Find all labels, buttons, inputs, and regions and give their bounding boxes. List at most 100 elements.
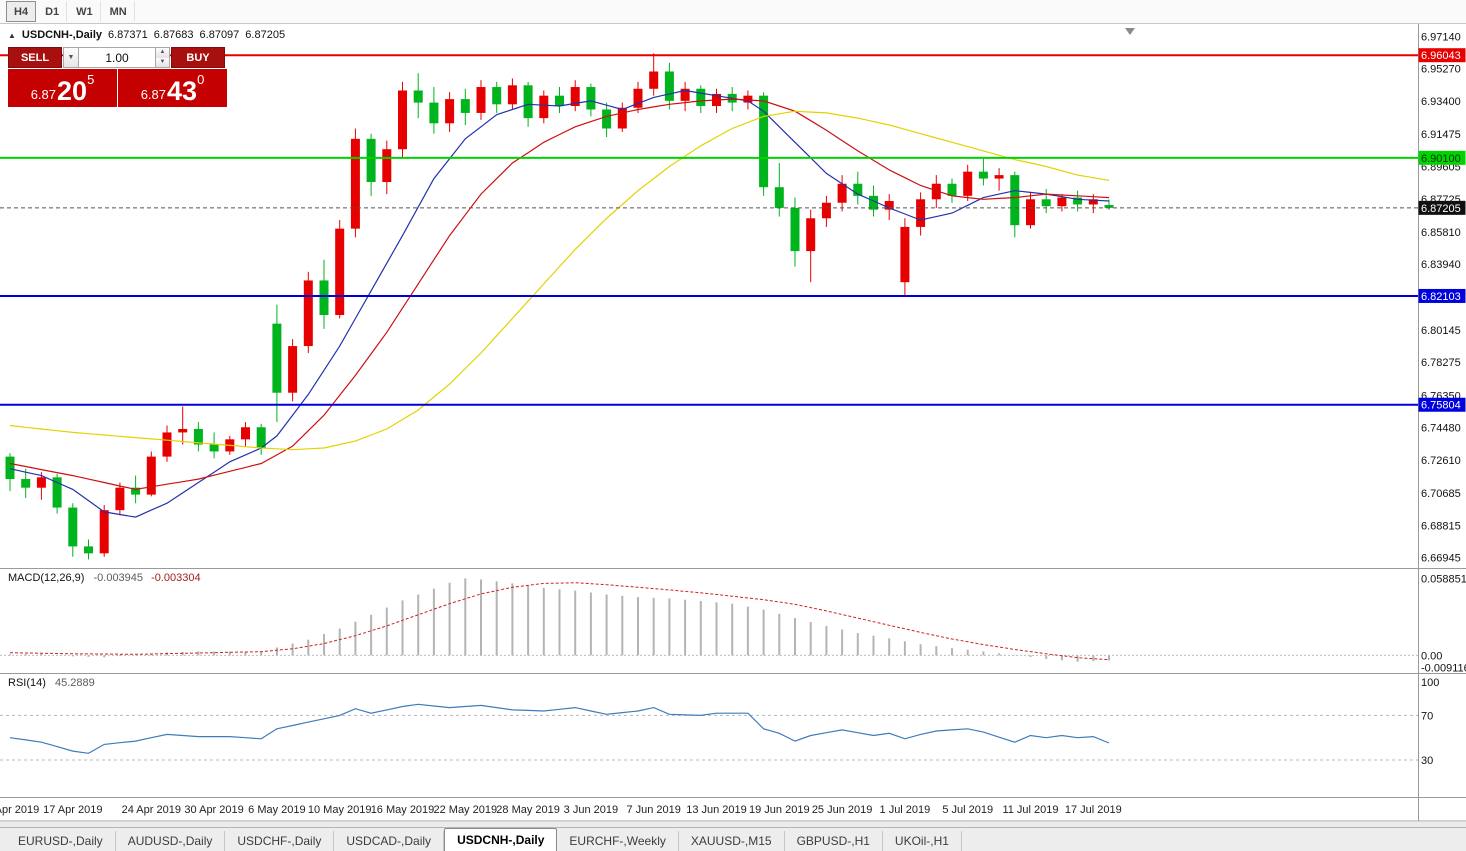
candle-body [303, 280, 313, 347]
candle [162, 425, 172, 462]
date-axis-label: 30 Apr 2019 [184, 804, 243, 816]
candle [445, 92, 455, 132]
chart-tab[interactable]: GBPUSD-,H1 [785, 831, 883, 851]
chart-tab[interactable]: XAUUSD-,M15 [679, 831, 785, 851]
candle-body [602, 109, 612, 129]
chart-tab[interactable]: USDCHF-,Daily [225, 831, 335, 851]
price-axis-tick: 6.93400 [1421, 96, 1461, 108]
candle [821, 195, 831, 227]
candle [617, 102, 627, 132]
candle-body [978, 171, 988, 179]
volume-input[interactable] [79, 47, 156, 68]
price-axis-tick: 6.85810 [1421, 227, 1461, 239]
macd-axis-tick: 0.00 [1421, 650, 1442, 662]
macd-signal-value: -0.003304 [151, 572, 201, 584]
one-click-trading-panel: SELL ▼ ▲ ▼ BUY 6.87 20 5 6.87 43 0 [8, 47, 227, 107]
candle [193, 422, 203, 452]
price-axis-tick: 6.72610 [1421, 455, 1461, 467]
chart-tab[interactable]: EURCHF-,Weekly [557, 831, 679, 851]
candle [916, 192, 926, 236]
candle [382, 140, 392, 195]
chart-tab[interactable]: USDCAD-,Daily [334, 831, 445, 851]
candle-body [743, 95, 753, 103]
candle-body [570, 87, 580, 107]
price-axis-tick: 6.95270 [1421, 64, 1461, 76]
chart-tab[interactable]: UKOil-,H1 [883, 831, 962, 851]
sell-price-big: 20 [57, 76, 88, 106]
candle [256, 423, 266, 455]
candle [99, 504, 109, 557]
candle [52, 473, 62, 514]
timeframe-button-w1[interactable]: W1 [68, 1, 101, 22]
date-axis-label: 22 May 2019 [433, 804, 497, 816]
timeframe-button-d1[interactable]: D1 [37, 1, 68, 22]
candle-body [680, 88, 690, 101]
candle-body [1026, 199, 1035, 226]
candle-body [994, 175, 1004, 179]
candle-body [806, 218, 816, 252]
candle [21, 468, 31, 499]
sell-price-display[interactable]: 6.87 20 5 [8, 69, 117, 107]
rsi-line [9, 703, 1110, 754]
volume-spinner-up-icon[interactable]: ▲ [156, 48, 169, 58]
buy-button[interactable]: BUY [171, 47, 225, 68]
macd-main-value: -0.003945 [93, 572, 144, 584]
bid-price-badge-text: 6.87205 [1421, 203, 1461, 215]
quote-low: 6.87097 [199, 29, 240, 41]
date-axis-label: 13 Jun 2019 [686, 804, 747, 816]
chart-tab[interactable]: EURUSD-,Daily [6, 831, 116, 851]
candle-body [900, 226, 910, 283]
candle [1073, 190, 1083, 212]
timeframe-button-h4[interactable]: H4 [6, 1, 37, 22]
candle [209, 432, 219, 459]
candle [335, 220, 345, 319]
volume-spinner: ▲ ▼ [156, 47, 170, 68]
candle-body [664, 71, 674, 101]
candle-body [178, 428, 188, 433]
candle-body [460, 99, 470, 113]
candle-body [492, 87, 502, 105]
candle [947, 178, 957, 203]
macd-axis-tick: 0.058851 [1421, 573, 1466, 585]
candle [837, 175, 847, 212]
macd-axis-tick: -0.009116 [1421, 662, 1466, 674]
candle-body [790, 207, 800, 252]
level-price-badge: 6.75804 [1418, 397, 1466, 412]
candle-body [241, 427, 250, 440]
price-axis-tick: 6.97140 [1421, 31, 1461, 43]
chart-tab[interactable]: USDCNH-,Daily [444, 828, 558, 851]
price-chart-canvas[interactable]: 6.971406.952706.934006.914756.896056.877… [0, 24, 1466, 821]
macd-name: MACD(12,26,9) [8, 572, 85, 584]
volume-dropdown-button[interactable]: ▼ [63, 47, 79, 68]
price-axis-tick: 6.70685 [1421, 488, 1461, 500]
candle [1041, 188, 1051, 214]
candle-body [555, 95, 564, 107]
candle [303, 271, 313, 353]
candle-body [947, 183, 957, 196]
candle [350, 128, 360, 238]
candle [790, 197, 800, 267]
sell-price-sup: 5 [87, 72, 95, 87]
chart-tab[interactable]: AUDUSD-,Daily [116, 831, 226, 851]
candle-body [931, 183, 941, 200]
chart-title: ▲ USDCNH-,Daily 6.87371 6.87683 6.87097 … [8, 29, 285, 41]
candle-body [1041, 199, 1051, 207]
chart-tab-bar: EURUSD-,Daily AUDUSD-,Daily USDCHF-,Daily U… [0, 827, 1466, 851]
horizontal-scrollbar[interactable] [0, 821, 1466, 827]
level-price-badge-bg [1418, 150, 1466, 165]
volume-spinner-down-icon[interactable]: ▼ [156, 57, 169, 67]
candle-body [696, 88, 706, 107]
candle [507, 78, 517, 110]
level-price-badge-text: 6.90100 [1421, 153, 1461, 165]
sell-button[interactable]: SELL [8, 47, 62, 68]
candle [586, 83, 596, 117]
chart-shift-marker-icon[interactable] [1125, 28, 1135, 35]
candle-body [586, 87, 596, 110]
candle-body [1073, 197, 1083, 205]
candle-body [963, 171, 973, 196]
candle-body [649, 71, 659, 89]
candle [555, 87, 564, 113]
candle [319, 259, 329, 329]
timeframe-button-mn[interactable]: MN [102, 1, 135, 22]
buy-price-display[interactable]: 6.87 43 0 [118, 69, 227, 107]
